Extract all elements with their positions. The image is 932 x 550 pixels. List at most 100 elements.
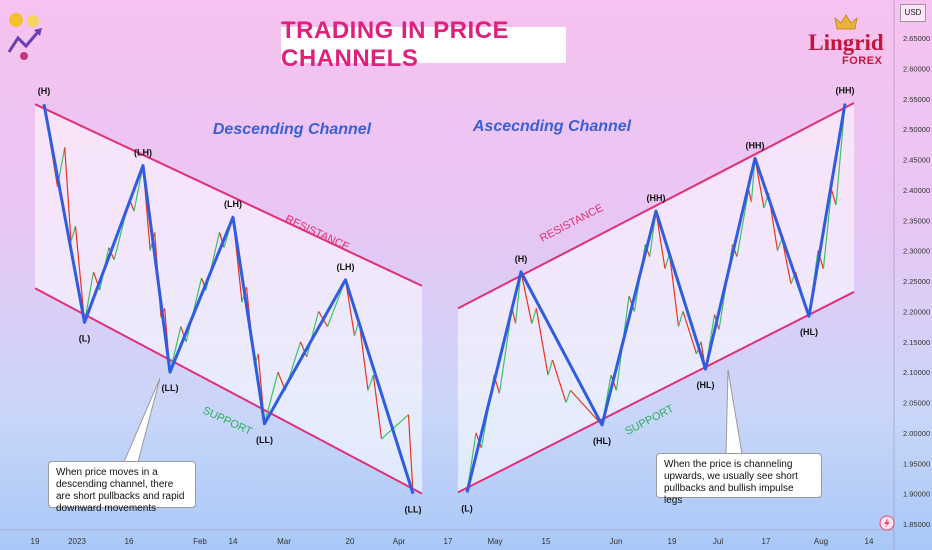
swing-label: (LL) (405, 505, 422, 515)
channel-band (35, 104, 422, 494)
swing-label: (LL) (256, 435, 273, 445)
x-tick-label: 19 (668, 537, 677, 546)
up-leg (822, 189, 833, 269)
title-banner: TRADING IN PRICE CHANNELS (281, 17, 566, 72)
y-tick-label: 2.45000 (903, 156, 930, 165)
x-tick-label: 2023 (68, 537, 86, 546)
crown-icon (834, 14, 858, 30)
x-tick-label: 16 (125, 537, 134, 546)
y-tick-label: 2.30000 (903, 247, 930, 256)
down-leg (180, 326, 187, 342)
swing-zigzag (465, 103, 847, 493)
y-tick-label: 2.10000 (903, 368, 930, 377)
x-tick-label: 15 (542, 537, 551, 546)
y-tick-label: 1.85000 (903, 520, 930, 529)
y-tick-label: 2.15000 (903, 338, 930, 347)
swing-label: (HL) (593, 436, 611, 446)
coin-shape (9, 13, 23, 27)
x-tick-label: Apr (393, 537, 406, 546)
x-tick-label: Jul (713, 537, 723, 546)
down-leg (407, 414, 414, 494)
y-tick-label: 2.50000 (903, 125, 930, 134)
y-tick-label: 2.20000 (903, 307, 930, 316)
down-leg (668, 253, 680, 327)
page-title: TRADING IN PRICE CHANNELS (281, 17, 510, 72)
y-tick-label: 2.25000 (903, 277, 930, 286)
swing-label: (HH) (836, 86, 855, 96)
swing-label: (LH) (224, 199, 242, 209)
x-tick-label: Feb (193, 537, 207, 546)
bolt-shape (884, 518, 890, 528)
support-line (34, 287, 423, 495)
swing-label: (L) (461, 503, 473, 513)
coin-shape (20, 52, 28, 60)
descending-note: When price moves in a descending channel… (48, 461, 196, 514)
up-leg (306, 311, 320, 358)
swing-label: (H) (515, 254, 528, 264)
y-tick-label: 2.00000 (903, 429, 930, 438)
descending-channel-title: Descending Channel (213, 121, 372, 138)
support-label: SUPPORT (201, 405, 254, 438)
x-tick-label: Mar (277, 537, 291, 546)
coin-shape (27, 15, 39, 27)
money-growth-icon (7, 13, 42, 60)
channel-band (458, 103, 854, 493)
callout-pointer (123, 377, 161, 463)
y-tick-label: 1.90000 (903, 490, 930, 499)
down-leg (535, 308, 549, 376)
y-tick-label: 2.65000 (903, 34, 930, 43)
y-tick-label: 2.55000 (903, 95, 930, 104)
x-tick-label: 20 (346, 537, 355, 546)
resistance-line (457, 102, 855, 310)
arrow-head (34, 28, 42, 36)
down-leg (682, 311, 698, 355)
down-leg (64, 147, 72, 242)
down-leg (299, 341, 308, 358)
swing-label: (LL) (162, 383, 179, 393)
x-tick-label: 14 (229, 537, 238, 546)
swing-label: (HH) (647, 193, 666, 203)
down-leg (520, 271, 533, 324)
down-leg (551, 359, 567, 403)
swing-zigzag (42, 103, 415, 495)
swing-label: (L) (79, 333, 91, 343)
x-tick-label: Aug (814, 537, 828, 546)
swing-label: (LH) (134, 148, 152, 158)
up-leg (736, 189, 750, 257)
up-leg (776, 238, 783, 251)
x-tick-label: May (487, 537, 502, 546)
x-tick-label: 17 (762, 537, 771, 546)
y-tick-label: 2.35000 (903, 216, 930, 225)
swing-label: (H) (38, 86, 51, 96)
y-tick-label: 2.05000 (903, 399, 930, 408)
ascending-note: When the price is channeling upwards, we… (656, 453, 822, 506)
up-leg (83, 271, 95, 323)
brand-name: Lingrid (808, 30, 884, 55)
growth-arrow (7, 31, 40, 53)
down-leg (830, 189, 837, 206)
resistance-line (34, 103, 423, 287)
swing-label: (HH) (746, 140, 765, 150)
brand-sub: FOREX (842, 55, 883, 67)
brand-logo: Lingrid FOREX (806, 12, 886, 70)
swing-label: (LH) (337, 262, 355, 272)
ascending-channel-title: Ascecnding Channel (472, 118, 632, 135)
up-leg (677, 311, 684, 327)
currency-badge[interactable]: USD (900, 4, 926, 22)
x-tick-label: Jun (610, 537, 623, 546)
y-tick-label: 2.60000 (903, 64, 930, 73)
up-leg (381, 414, 409, 440)
x-tick-label: 19 (31, 537, 40, 546)
up-leg (531, 308, 537, 324)
lightning-icon (879, 515, 895, 531)
up-leg (263, 371, 279, 424)
up-leg (70, 226, 77, 242)
up-leg (565, 390, 572, 403)
swing-label: (HL) (800, 327, 818, 337)
up-leg (547, 359, 554, 376)
y-tick-label: 2.40000 (903, 186, 930, 195)
down-leg (748, 189, 752, 203)
y-tick-label: 1.95000 (903, 459, 930, 468)
down-leg (372, 375, 383, 440)
support-label: SUPPORT (623, 403, 676, 438)
